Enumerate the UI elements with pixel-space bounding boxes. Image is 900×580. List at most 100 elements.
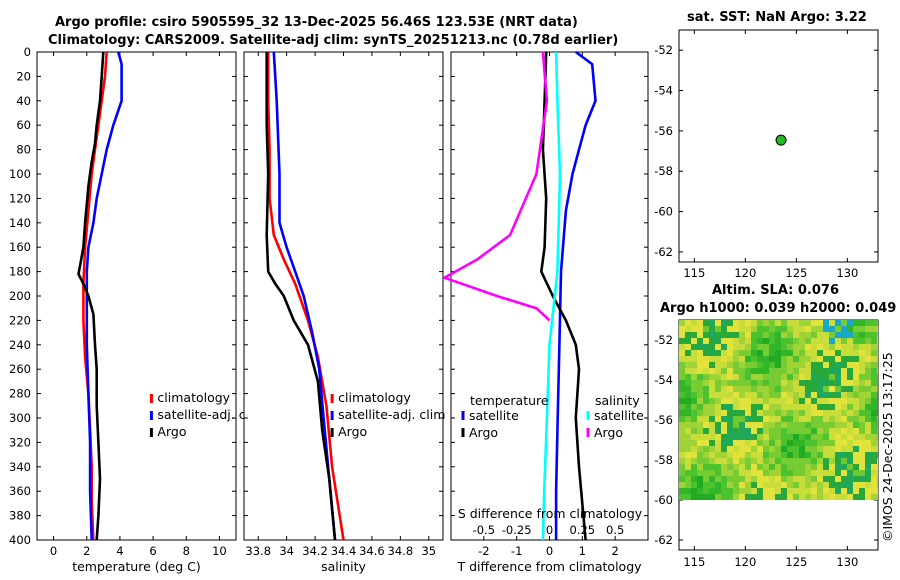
sla-cell xyxy=(859,410,865,416)
sla-cell xyxy=(853,392,859,398)
sla-cell xyxy=(817,332,823,338)
y-tick-label: 40 xyxy=(16,94,31,108)
sla-cell xyxy=(871,356,877,362)
sla-cell xyxy=(799,410,805,416)
sla-cell xyxy=(727,320,733,326)
sla-cell xyxy=(715,434,721,440)
sla-cell xyxy=(703,350,709,356)
sla-cell xyxy=(775,404,781,410)
y-tick-label: 120 xyxy=(9,191,31,205)
sla-cell xyxy=(817,374,823,380)
sla-cell xyxy=(685,446,691,452)
sla-cell xyxy=(823,452,829,458)
sla-cell xyxy=(739,380,745,386)
sla-cell xyxy=(793,422,799,428)
sla-cell xyxy=(829,386,835,392)
sla-cell xyxy=(727,416,733,422)
sla-cell xyxy=(727,374,733,380)
sla-cell xyxy=(685,470,691,476)
sla-cell xyxy=(769,344,775,350)
sla-cell xyxy=(877,446,878,452)
sla-cell xyxy=(877,320,878,326)
sla-cell xyxy=(805,428,811,434)
sla-cell xyxy=(859,332,865,338)
sla-cell xyxy=(715,362,721,368)
x-tick-label: 115 xyxy=(683,266,705,280)
sla-cell xyxy=(847,488,853,494)
sla-cell xyxy=(727,380,733,386)
y-tick-label: -60 xyxy=(654,493,673,507)
sla-cell xyxy=(811,458,817,464)
sla-cell xyxy=(817,488,823,494)
sla-cell xyxy=(829,428,835,434)
sla-cell xyxy=(871,386,877,392)
sla-cell xyxy=(751,320,757,326)
sla-cell xyxy=(877,494,878,500)
sla-cell xyxy=(781,428,787,434)
sla-cell xyxy=(847,332,853,338)
sla-cell xyxy=(685,332,691,338)
sla-cell xyxy=(799,338,805,344)
x-tick-label: 33.8 xyxy=(245,544,271,558)
sla-cell xyxy=(799,326,805,332)
sla-cell xyxy=(829,380,835,386)
sla-cell xyxy=(835,392,841,398)
sla-cell xyxy=(709,350,715,356)
sla-cell xyxy=(787,374,793,380)
sla-cell xyxy=(859,416,865,422)
secondary-tick-label: -0.25 xyxy=(502,523,532,537)
x-tick-label: 125 xyxy=(785,266,807,280)
sla-cell xyxy=(733,404,739,410)
sla-cell xyxy=(793,398,799,404)
sla-cell xyxy=(703,338,709,344)
sla-cell xyxy=(859,380,865,386)
sla-cell xyxy=(769,386,775,392)
sla-cell xyxy=(787,392,793,398)
sla-cell xyxy=(685,344,691,350)
sla-cell xyxy=(847,380,853,386)
sla-cell xyxy=(709,428,715,434)
sla-cell xyxy=(703,326,709,332)
sla-cell xyxy=(697,446,703,452)
sla-cell xyxy=(805,404,811,410)
sla-cell xyxy=(805,356,811,362)
sla-cell xyxy=(775,338,781,344)
sla-cell xyxy=(793,380,799,386)
sla-cell xyxy=(721,320,727,326)
sla-cell xyxy=(679,440,685,446)
sla-cell xyxy=(841,332,847,338)
sla-cell xyxy=(679,398,685,404)
sla-cell xyxy=(715,428,721,434)
sla-cell xyxy=(865,332,871,338)
sla-cell xyxy=(709,416,715,422)
sla-cell xyxy=(721,482,727,488)
sla-cell xyxy=(811,386,817,392)
legend-label: climatology xyxy=(157,390,230,405)
sla-cell xyxy=(811,332,817,338)
sla-cell xyxy=(793,386,799,392)
sla-cell xyxy=(721,476,727,482)
sla-cell xyxy=(757,320,763,326)
sla-cell xyxy=(811,344,817,350)
sla-cell xyxy=(685,398,691,404)
sla-cell xyxy=(727,392,733,398)
sla-cell xyxy=(799,470,805,476)
sla-cell xyxy=(805,350,811,356)
sla-cell xyxy=(727,446,733,452)
sla-cell xyxy=(757,332,763,338)
sla-cell xyxy=(829,482,835,488)
sla-cell xyxy=(835,428,841,434)
imos-timestamp: ©IMOS 24-Dec-2025 13:17:25 xyxy=(880,352,895,542)
sla-cell xyxy=(823,320,829,326)
sla-cell xyxy=(793,446,799,452)
sla-cell xyxy=(793,458,799,464)
sla-cell xyxy=(841,398,847,404)
sla-cell xyxy=(769,326,775,332)
sla-cell xyxy=(679,428,685,434)
sla-cell xyxy=(739,350,745,356)
sla-cell xyxy=(871,476,877,482)
sla-cell xyxy=(865,374,871,380)
sla-cell xyxy=(853,362,859,368)
sla-cell xyxy=(721,380,727,386)
sla-cell xyxy=(697,434,703,440)
